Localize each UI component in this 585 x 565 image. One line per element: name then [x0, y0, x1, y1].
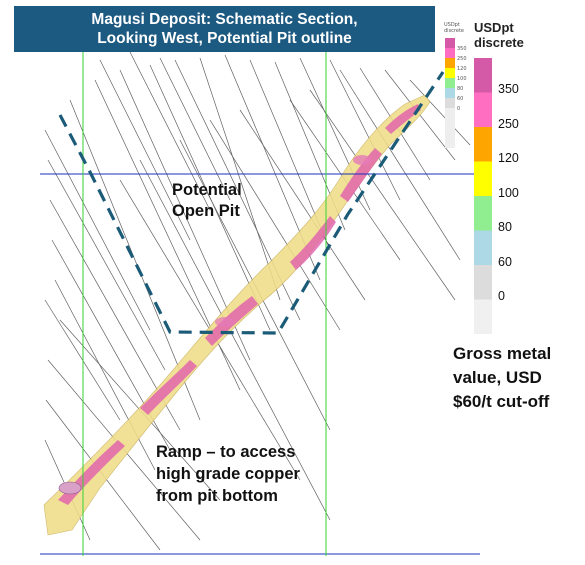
high-grade-pod: [215, 317, 235, 327]
mini-legend-subtitle: discrete: [444, 28, 464, 34]
legend-swatches: [474, 58, 492, 334]
drill-hole-trace: [309, 89, 456, 301]
mini-legend-title: USDpt: [444, 22, 460, 28]
legend-swatch: [474, 196, 492, 231]
gross-metal-label: Gross metal value, USD $60/t cut-off: [453, 342, 551, 414]
title-line-1: Magusi Deposit: Schematic Section,: [91, 11, 358, 28]
drill-hole-trace: [99, 59, 191, 241]
legend-swatch: [474, 161, 492, 196]
legend-label: 250: [498, 116, 519, 131]
drill-hole-trace: [199, 57, 281, 301]
drill-hole-trace: [329, 59, 401, 201]
title-line-2: Looking West, Potential Pit outline: [97, 30, 352, 47]
drill-hole-trace: [47, 159, 166, 371]
legend-label: 80: [498, 220, 512, 234]
legend-label: 0: [498, 289, 505, 303]
drill-hole-trace: [239, 109, 366, 301]
legend-label: 120: [498, 151, 519, 165]
drill-hole-trace: [339, 69, 461, 261]
mini-legend-label: 80: [457, 86, 463, 92]
high-grade-pod: [58, 481, 82, 495]
legend-swatch: [474, 299, 492, 334]
legend-swatch: [474, 265, 492, 300]
legend-title: USDpt discrete: [474, 20, 564, 50]
ramp-label: Ramp – to access high grade copper from …: [156, 441, 300, 507]
legend-label: 60: [498, 254, 512, 269]
drill-hole-trace: [139, 159, 331, 521]
high-grade-pod: [353, 155, 371, 165]
title-banner: Magusi Deposit: Schematic Section, Looki…: [14, 6, 435, 52]
legend-label: 350: [498, 82, 519, 96]
legend-swatch: [474, 230, 492, 265]
mini-legend-label: 0: [457, 106, 460, 112]
legend-swatch: [474, 92, 492, 127]
pit-label: Potential Open Pit: [172, 180, 242, 222]
pit-outline: [58, 71, 445, 335]
gross-label-line-1: Gross metal: [453, 344, 552, 363]
mini-legend-label: 120: [457, 66, 467, 72]
legend-title-line-2: discrete: [474, 35, 524, 50]
legend-swatch: [474, 127, 492, 162]
legend-swatch: [474, 58, 492, 93]
ramp-label-line-3: from pit bottom: [156, 487, 278, 505]
mini-legend-label: 350: [457, 46, 467, 52]
drill-hole-trace: [209, 119, 341, 331]
drill-hole-trace: [409, 79, 471, 146]
drill-hole-trace: [54, 279, 156, 471]
ramp-label-line-1: Ramp – to access: [156, 443, 296, 461]
mini-legend-label: 250: [457, 56, 467, 62]
mini-legend-label: 60: [457, 96, 463, 102]
legend-title-line-1: USDpt: [474, 20, 514, 35]
pit-label-line-2: Open Pit: [172, 202, 240, 220]
pit-label-line-1: Potential: [172, 181, 242, 199]
mini-legend-label: 100: [457, 76, 467, 82]
drill-hole-trace: [44, 129, 151, 331]
high-grade-core: [58, 104, 421, 505]
mini-legend: USDpt discrete 350 250 120 100 80 60 0: [444, 22, 467, 148]
gross-label-line-3: $60/t cut-off: [453, 392, 550, 411]
drill-hole-trace: [159, 57, 231, 201]
legend-label: 100: [498, 185, 519, 200]
gross-label-line-2: value, USD: [453, 368, 542, 387]
ramp-label-line-2: high grade copper: [156, 465, 300, 483]
drill-hole-trace: [129, 51, 211, 211]
